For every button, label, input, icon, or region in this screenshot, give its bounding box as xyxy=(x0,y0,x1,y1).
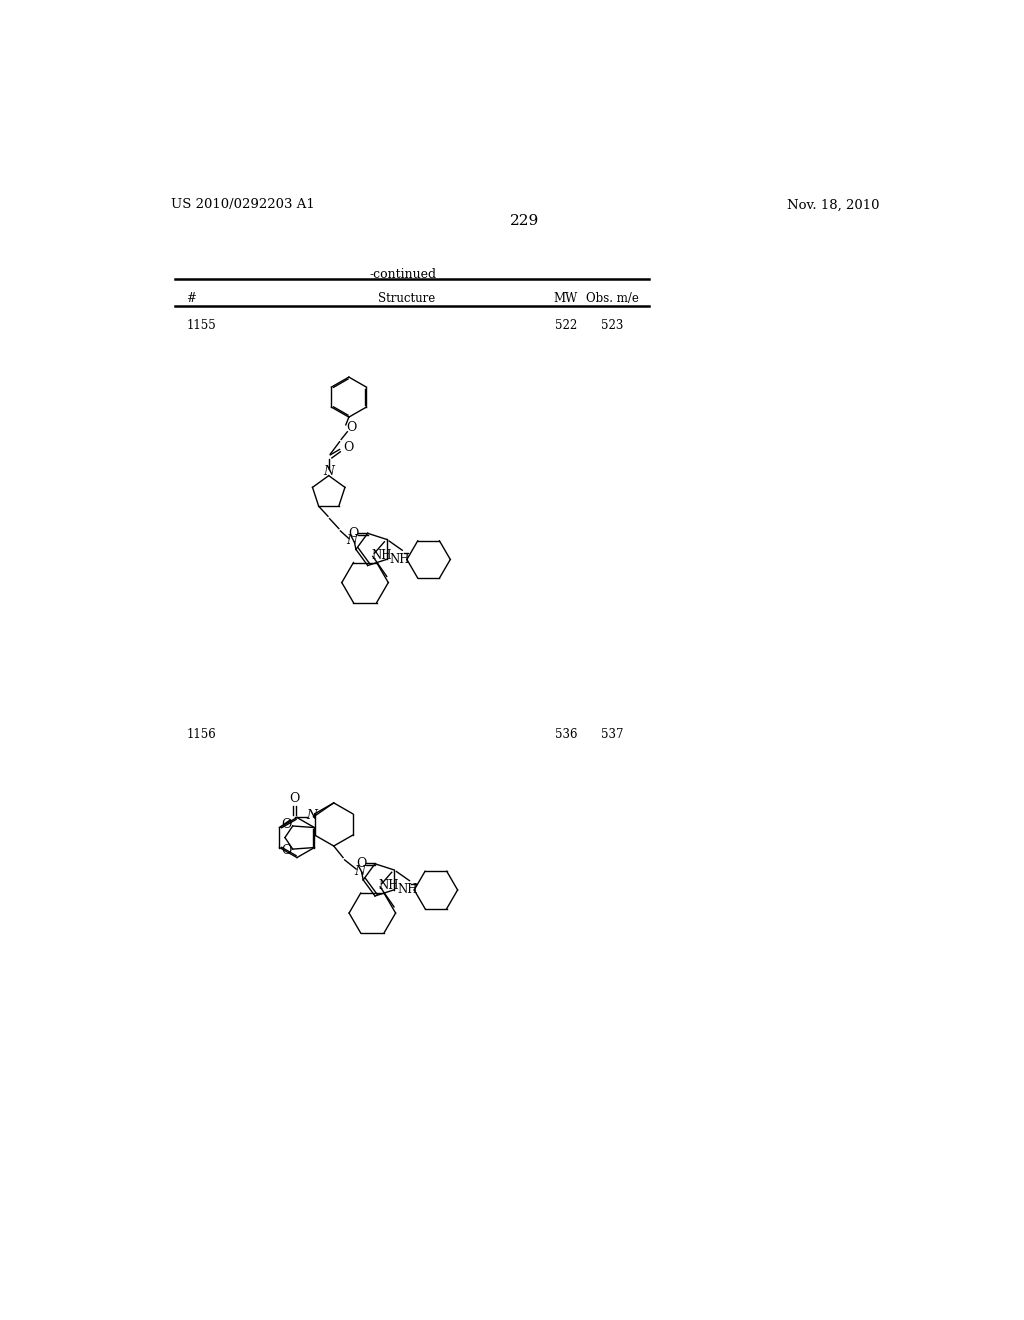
Text: 522: 522 xyxy=(555,318,577,331)
Text: N: N xyxy=(346,535,357,548)
Text: NH: NH xyxy=(397,883,418,896)
Text: Nov. 18, 2010: Nov. 18, 2010 xyxy=(787,198,880,211)
Text: O: O xyxy=(289,792,299,805)
Text: 537: 537 xyxy=(601,729,624,742)
Text: N: N xyxy=(324,465,334,478)
Text: N: N xyxy=(306,809,317,822)
Text: US 2010/0292203 A1: US 2010/0292203 A1 xyxy=(171,198,314,211)
Text: O: O xyxy=(346,421,356,434)
Text: 523: 523 xyxy=(601,318,624,331)
Text: NH: NH xyxy=(390,553,411,566)
Text: NH: NH xyxy=(372,549,392,562)
Text: O: O xyxy=(348,527,359,540)
Text: Structure: Structure xyxy=(379,293,435,305)
Text: 536: 536 xyxy=(555,729,578,742)
Text: O: O xyxy=(343,441,353,454)
Text: NH: NH xyxy=(379,879,399,892)
Text: -continued: -continued xyxy=(370,268,436,281)
Text: O: O xyxy=(282,818,292,832)
Text: 1155: 1155 xyxy=(186,318,216,331)
Text: MW: MW xyxy=(554,293,578,305)
Text: Obs. m/e: Obs. m/e xyxy=(586,293,639,305)
Text: N: N xyxy=(354,865,365,878)
Text: #: # xyxy=(186,293,196,305)
Text: O: O xyxy=(282,843,292,857)
Text: 229: 229 xyxy=(510,214,540,228)
Text: O: O xyxy=(356,857,367,870)
Text: 1156: 1156 xyxy=(186,729,216,742)
